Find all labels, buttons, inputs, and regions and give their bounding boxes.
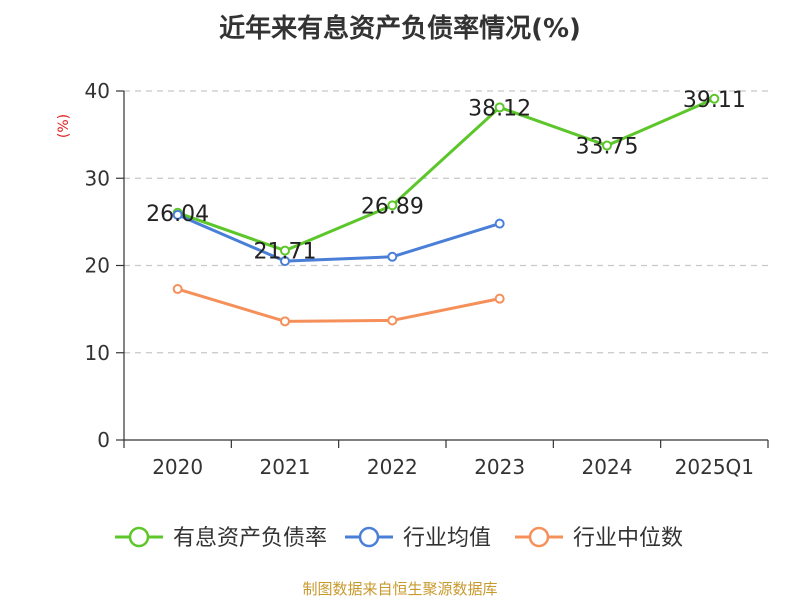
data-point-1 <box>602 140 612 151</box>
x-tick-label: 2020 <box>152 455 203 479</box>
series-line-2 <box>177 213 501 263</box>
y-axis-label: (%) <box>56 114 72 138</box>
x-tick-label: 2024 <box>582 455 633 479</box>
data-point-2 <box>172 209 183 220</box>
data-point-2 <box>280 256 290 267</box>
y-tick-label: 20 <box>85 254 110 278</box>
data-point-3 <box>172 284 183 295</box>
data-point-1 <box>494 102 505 113</box>
y-tick-label: 0 <box>97 428 110 452</box>
legend-marker-1 <box>128 526 150 548</box>
data-point-2 <box>494 218 505 229</box>
data-point-3 <box>387 315 398 326</box>
y-tick-label: 10 <box>85 341 110 365</box>
chart-title: 近年来有息资产负债率情况(%) <box>219 14 581 44</box>
y-tick-label: 40 <box>85 79 110 103</box>
legend-label-1: 有息资产负债率 <box>173 526 327 551</box>
legend-label-2: 行业均值 <box>403 526 491 551</box>
x-tick-label: 2023 <box>474 455 525 479</box>
data-label: 33.75 <box>576 135 639 160</box>
data-point-3 <box>280 316 290 327</box>
y-tick-label: 30 <box>85 166 110 190</box>
series-line-1 <box>177 97 715 253</box>
data-label: 26.89 <box>361 194 424 219</box>
legend-label-3: 行业中位数 <box>573 526 683 551</box>
series-line-3 <box>177 287 500 323</box>
x-tick-label: 2025Q1 <box>675 455 754 479</box>
data-label: 21.71 <box>254 240 317 265</box>
data-label: 39.11 <box>683 88 746 113</box>
data-label: 38.12 <box>468 96 531 121</box>
data-label: 26.04 <box>146 202 209 227</box>
data-point-3 <box>494 293 505 304</box>
legend-marker-2 <box>358 526 380 548</box>
data-point-1 <box>709 93 720 104</box>
legend-marker-3 <box>528 526 550 548</box>
data-point-1 <box>387 200 398 211</box>
source-note: 制图数据来自恒生聚源数据库 <box>302 580 498 598</box>
x-tick-label: 2022 <box>367 455 418 479</box>
data-point-1 <box>280 245 290 256</box>
data-point-2 <box>387 251 398 262</box>
x-tick-label: 2021 <box>260 455 311 479</box>
